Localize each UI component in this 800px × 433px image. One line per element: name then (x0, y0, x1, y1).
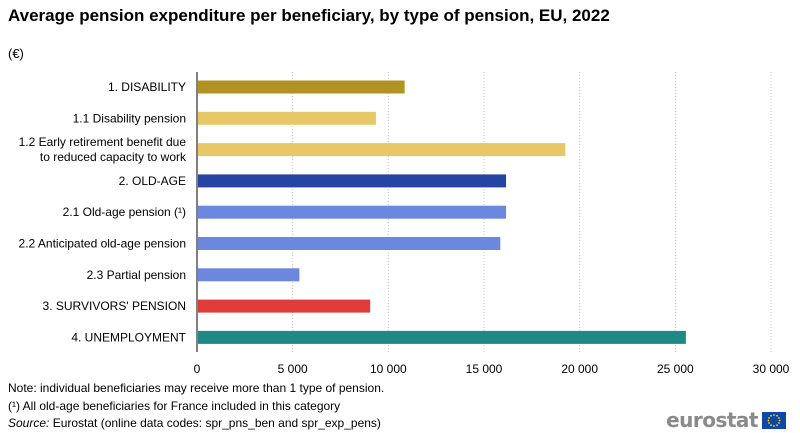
bar (198, 80, 405, 94)
bar (198, 330, 686, 344)
category-label: 2.3 Partial pension (87, 268, 186, 282)
bar (198, 237, 501, 250)
source-text: Eurostat (online data codes: spr_pns_ben… (49, 416, 381, 430)
x-tick-label: 30 000 (753, 362, 790, 376)
footnote-old-age: (¹) All old-age beneficiaries for France… (8, 399, 341, 413)
bar-chart: 1. DISABILITY 1.1 Disability pension 1.2 E… (19, 72, 790, 376)
category-label: 2.1 Old-age pension (¹) (63, 205, 186, 219)
category-label: 3. SURVIVORS' PENSION (43, 299, 186, 313)
bar (198, 299, 371, 313)
category-label: 4. UNEMPLOYMENT (71, 330, 186, 344)
x-tick-label: 25 000 (657, 362, 694, 376)
bar (198, 111, 376, 125)
source-label: Source: (8, 416, 50, 430)
unit-label: (€) (8, 46, 24, 61)
chart-title: Average pension expenditure per benefici… (8, 6, 610, 25)
eu-flag-icon (762, 411, 786, 429)
bar (198, 174, 507, 188)
x-tick-label: 5 000 (278, 362, 308, 376)
x-tick-label: 15 000 (466, 362, 503, 376)
source-line: Source: Eurostat (online data codes: spr… (8, 414, 381, 432)
category-label: 1.2 Early retirement benefit due to reduc… (19, 135, 187, 164)
category-label: 2. OLD-AGE (119, 174, 186, 188)
x-tick-label: 0 (194, 362, 201, 376)
eurostat-wordmark: eurostat (666, 408, 758, 432)
category-label: 1. DISABILITY (108, 80, 186, 94)
x-tick-label: 20 000 (561, 362, 598, 376)
category-label: 2.2 Anticipated old-age pension (19, 237, 186, 251)
category-label: 1.1 Disability pension (73, 111, 186, 125)
bar (198, 268, 300, 282)
footnote-note: Note: individual beneficiaries may recei… (8, 381, 385, 395)
bar (198, 205, 507, 219)
bar (198, 143, 566, 157)
x-tick-label: 10 000 (370, 362, 407, 376)
eurostat-logo: eurostat (666, 408, 786, 432)
